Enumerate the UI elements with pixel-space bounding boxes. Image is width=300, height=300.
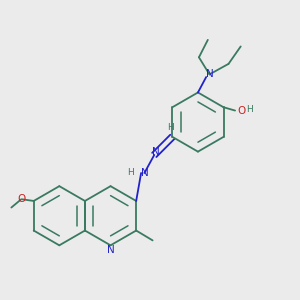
Text: O: O	[238, 106, 246, 116]
Text: N: N	[107, 245, 114, 255]
Text: N: N	[140, 168, 148, 178]
Text: N: N	[206, 69, 213, 80]
Text: N: N	[152, 147, 160, 157]
Text: H: H	[167, 123, 174, 132]
Text: H: H	[127, 168, 134, 177]
Text: H: H	[246, 105, 253, 114]
Text: O: O	[17, 194, 25, 204]
